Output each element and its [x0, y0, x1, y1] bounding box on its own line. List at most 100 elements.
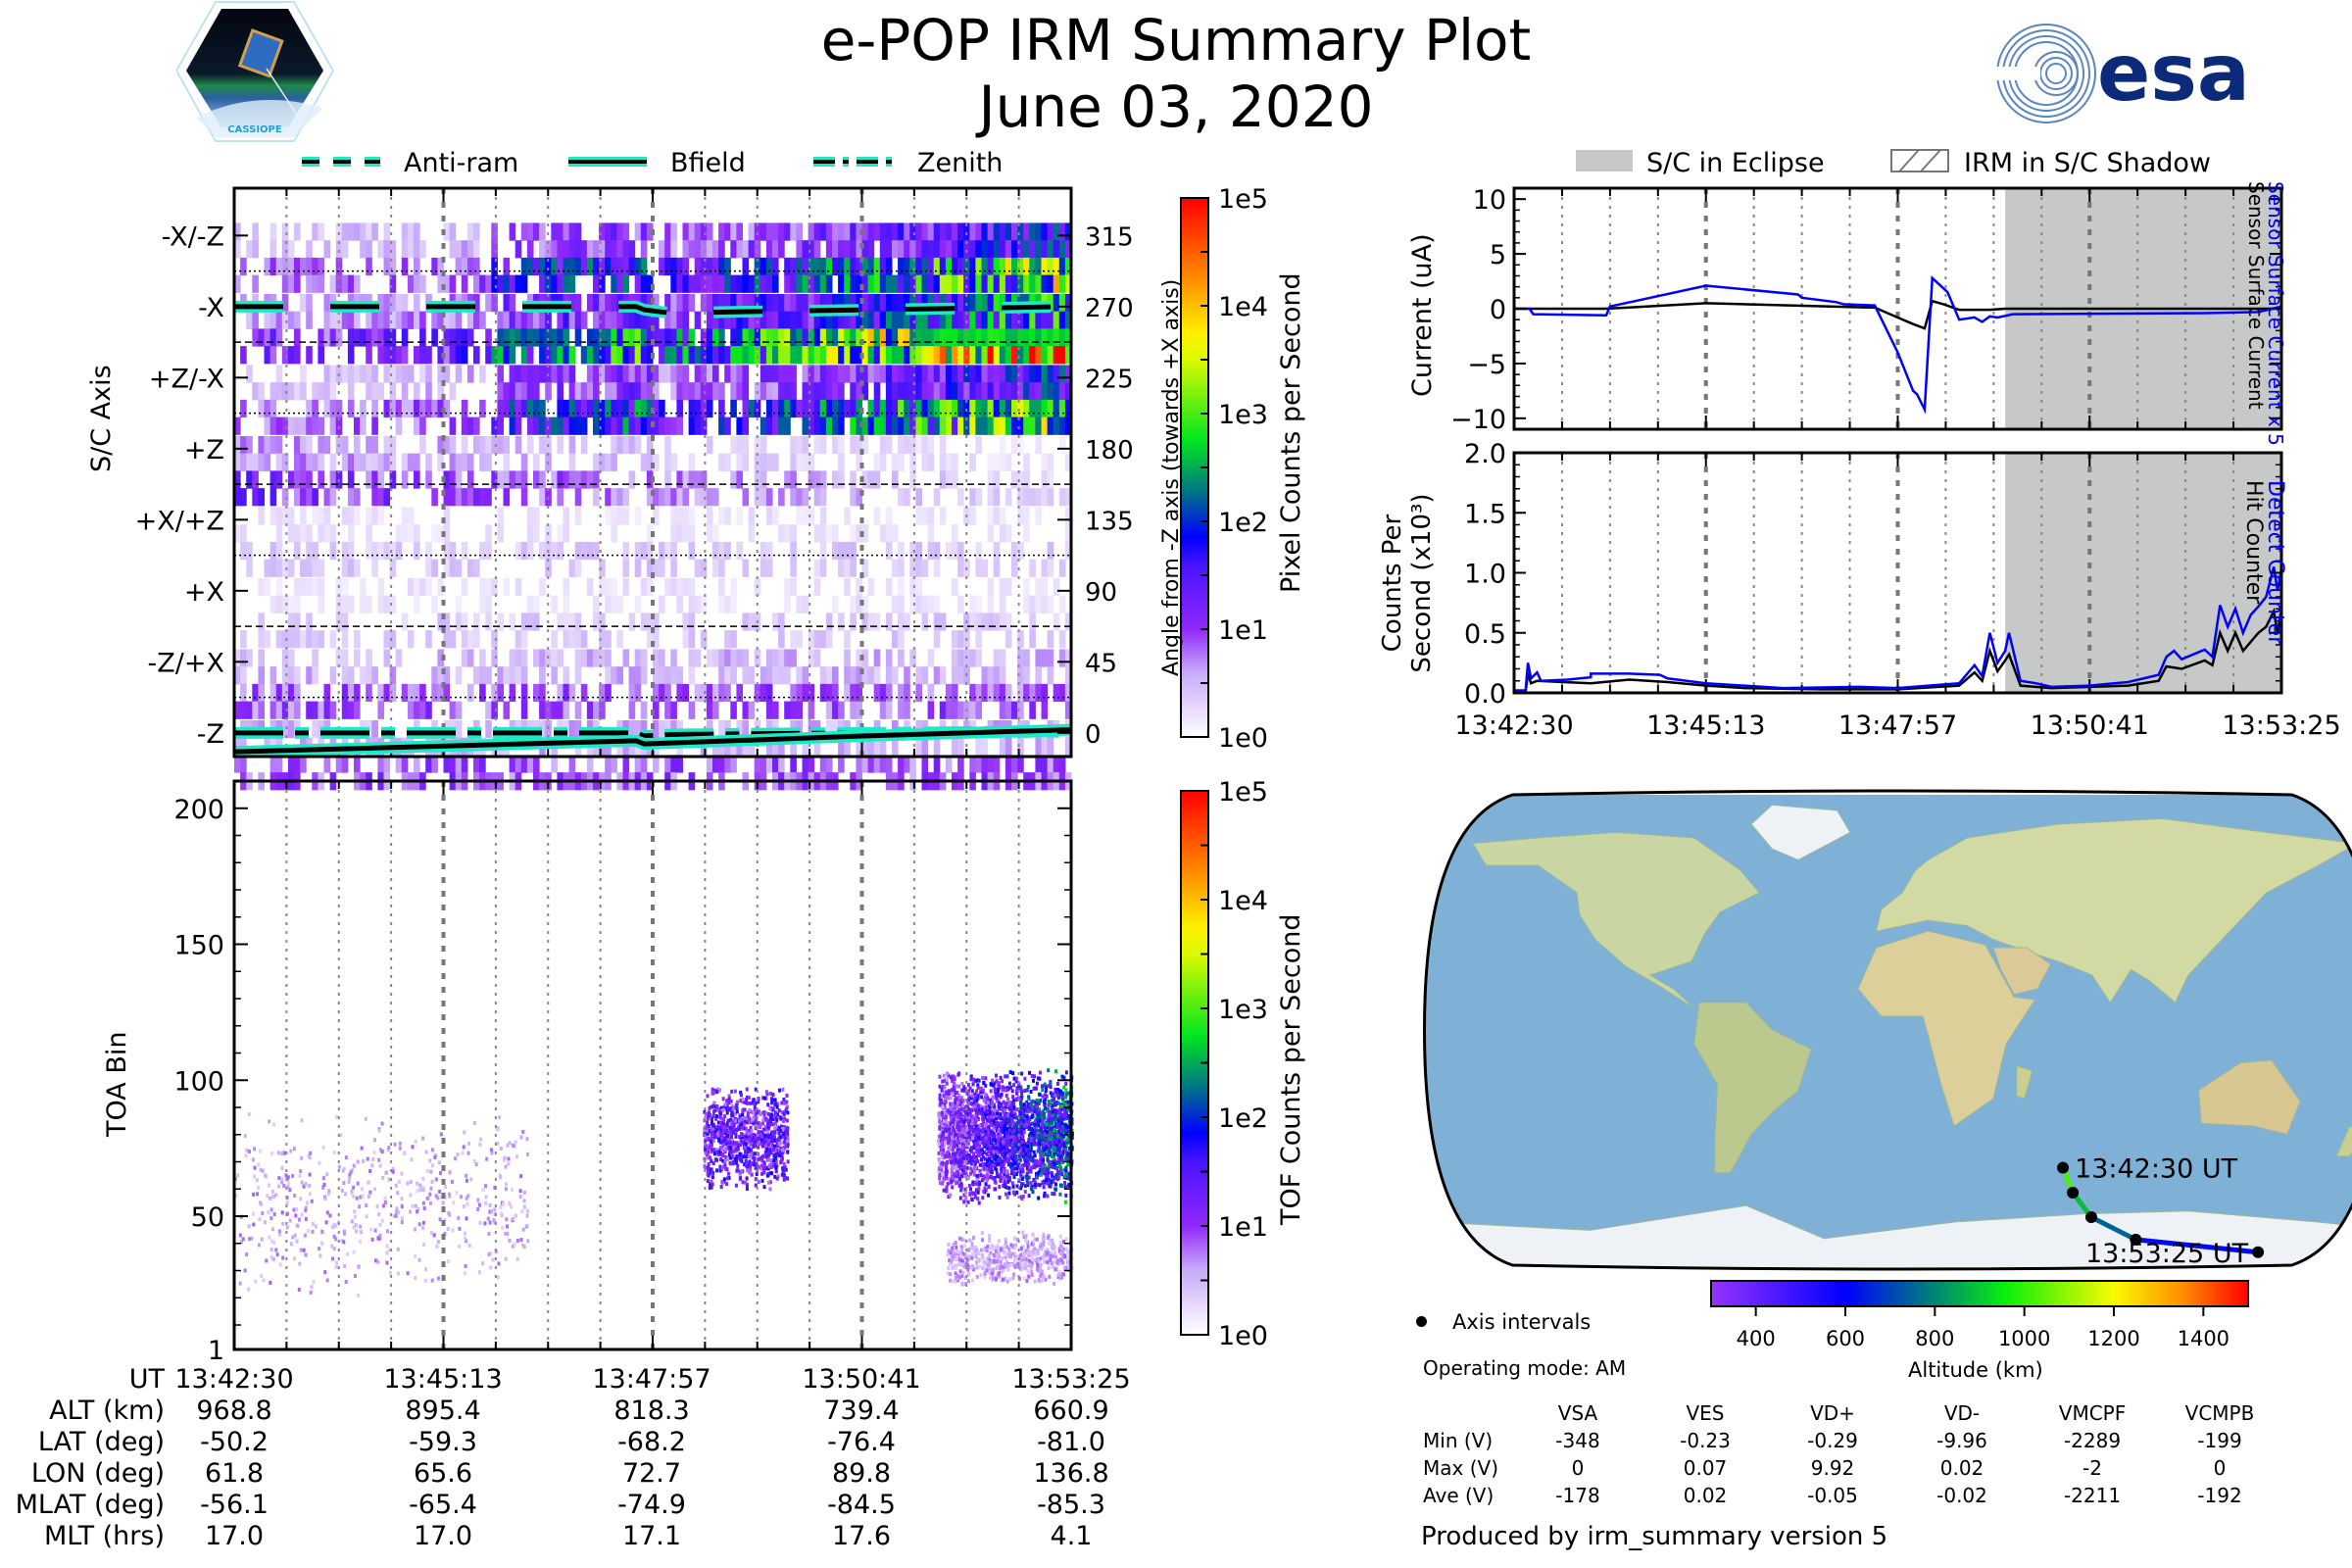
sc-heatmap-cell — [861, 435, 869, 455]
sc-heatmap-cell — [885, 541, 893, 561]
toa-heatmap-cell — [446, 1226, 450, 1231]
sc-heatmap-cell — [772, 507, 779, 525]
sc-heatmap-cell — [246, 311, 253, 329]
sc-heatmap-cell — [599, 293, 606, 313]
sc-heatmap-cell — [366, 257, 372, 276]
toa-heatmap-cell — [286, 1185, 290, 1190]
sc-heatmap-cell — [850, 435, 857, 455]
sc-heatmap-cell — [491, 222, 498, 241]
sc-heatmap-cell — [323, 435, 331, 455]
sc-heatmap-cell — [593, 453, 600, 471]
sc-heatmap-cell — [730, 649, 737, 667]
toa-heatmap-cell — [766, 1155, 770, 1160]
sc-heatmap-cell — [234, 649, 241, 667]
sc-heatmap-cell — [802, 683, 809, 703]
sc-heatmap-cell — [945, 346, 953, 365]
sc-heatmap-cell — [294, 257, 301, 276]
sc-heatmap-cell — [461, 328, 468, 347]
sc-heatmap-cell — [574, 630, 582, 649]
sc-heatmap-cell — [987, 382, 995, 401]
toa-heatmap-cell — [280, 1210, 284, 1215]
sc-heatmap-cell — [670, 577, 677, 597]
sc-heatmap-cell — [765, 346, 773, 365]
sc-heatmap-cell — [808, 701, 815, 719]
toa-heatmap-cell — [312, 1280, 316, 1285]
toa-heatmap-cell — [774, 1102, 778, 1106]
sc-left-tick-label: +X — [184, 577, 224, 608]
toa-heatmap-cell — [302, 1184, 306, 1189]
sc-heatmap-cell — [300, 755, 307, 773]
sc-heatmap-cell — [700, 346, 708, 365]
sc-heatmap-cell — [312, 559, 318, 577]
toa-heatmap-cell — [753, 1152, 757, 1156]
toa-heatmap-cell — [769, 1158, 773, 1163]
sc-heatmap-cell — [449, 240, 457, 259]
toa-heatmap-cell — [770, 1101, 774, 1105]
sc-heatmap-cell — [856, 755, 862, 773]
sc-heatmap-cell — [825, 755, 833, 773]
sc-heatmap-cell — [568, 719, 576, 739]
sc-heatmap-cell — [270, 416, 277, 435]
sc-heatmap-cell — [999, 577, 1006, 597]
sc-heatmap-cell — [885, 274, 893, 293]
toa-heatmap-cell — [939, 1148, 943, 1152]
sc-heatmap-cell — [688, 541, 696, 561]
toa-heatmap-cell — [496, 1141, 500, 1146]
sc-heatmap-cell — [497, 612, 504, 631]
sc-heatmap-cell — [724, 416, 731, 435]
sc-heatmap-cell — [952, 630, 958, 649]
sc-heatmap-cell — [952, 311, 958, 329]
sc-heatmap-cell — [969, 257, 976, 276]
sc-heatmap-cell — [580, 311, 588, 329]
toa-heatmap-cell — [250, 1236, 254, 1241]
sc-heatmap-cell — [659, 649, 665, 667]
sc-heatmap-cell — [790, 683, 797, 703]
sc-heatmap-cell — [389, 435, 397, 455]
sc-heatmap-cell — [360, 577, 367, 597]
sc-heatmap-cell — [437, 311, 444, 329]
sc-heatmap-cell — [670, 311, 677, 329]
sc-heatmap-cell — [455, 240, 463, 259]
sc-heatmap-cell — [939, 346, 947, 365]
sc-heatmap-cell — [306, 541, 313, 561]
sc-heatmap-cell — [915, 240, 922, 259]
toa-heatmap-cell — [737, 1124, 741, 1129]
sc-heatmap-cell — [772, 274, 779, 293]
toa-heatmap-cell — [1053, 1158, 1056, 1163]
sc-heatmap-cell — [318, 559, 324, 577]
sc-heatmap-cell — [509, 755, 516, 773]
sc-heatmap-cell — [366, 222, 372, 241]
sc-heatmap-cell — [312, 507, 318, 525]
sc-heatmap-cell — [706, 346, 713, 365]
toa-heatmap-cell — [757, 1140, 760, 1145]
sc-heatmap-cell — [306, 240, 313, 259]
sc-heatmap-cell — [1064, 683, 1072, 703]
sc-heatmap-cell — [772, 240, 779, 259]
sc-heatmap-cell — [778, 524, 785, 543]
sc-heatmap-cell — [909, 755, 916, 773]
sc-heatmap-cell — [258, 328, 265, 347]
sc-heatmap-cell — [861, 737, 869, 756]
sc-heatmap-cell — [718, 755, 725, 773]
sc-heatmap-cell — [664, 240, 671, 259]
toa-heatmap-cell — [745, 1120, 749, 1125]
sc-heatmap-cell — [371, 416, 378, 435]
sc-heatmap-cell — [514, 630, 522, 649]
toa-heatmap-cell — [705, 1128, 709, 1133]
sc-heatmap-cell — [646, 559, 654, 577]
sc-heatmap-cell — [808, 630, 815, 649]
sc-heatmap-cell — [275, 435, 283, 455]
sc-heatmap-cell — [1058, 328, 1066, 347]
sc-heatmap-cell — [509, 382, 516, 401]
sc-heatmap-cell — [539, 719, 546, 739]
sc-heatmap-cell — [634, 328, 642, 347]
toa-heatmap-cell — [340, 1188, 344, 1193]
sc-heatmap-cell — [813, 559, 821, 577]
sc-heatmap-cell — [784, 416, 791, 435]
sc-heatmap-cell — [533, 507, 540, 525]
sc-heatmap-cell — [563, 577, 570, 597]
sc-heatmap-cell — [622, 328, 630, 347]
sc-heatmap-cell — [599, 453, 606, 471]
sc-heatmap-cell — [772, 755, 779, 773]
sc-heatmap-cell — [981, 683, 989, 703]
